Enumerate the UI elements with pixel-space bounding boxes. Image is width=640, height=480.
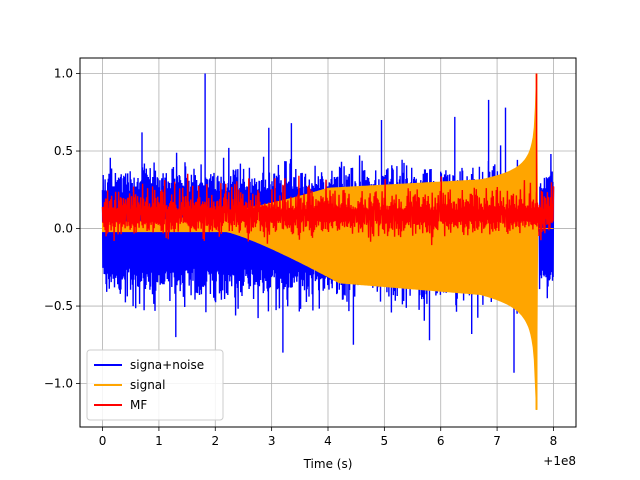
x-tick-label: 4 (324, 434, 332, 448)
x-axis-label: Time (s) (303, 457, 353, 471)
y-tick-label: 0.0 (54, 222, 73, 236)
x-tick-label: 6 (437, 434, 445, 448)
x-tick-label: 8 (550, 434, 558, 448)
x-tick-label: 7 (493, 434, 501, 448)
x-tick-label: 2 (211, 434, 219, 448)
y-tick-label: 1.0 (54, 67, 73, 81)
y-axis: −1.0 −0.5 0.0 0.5 1.0 (44, 67, 80, 391)
series-layer (101, 73, 555, 410)
y-tick-label: 0.5 (54, 144, 73, 158)
y-tick-label: −1.0 (44, 377, 73, 391)
y-tick-label: −0.5 (44, 299, 73, 313)
legend: signa+noise signal MF (86, 349, 224, 421)
x-tick-label: 3 (268, 434, 276, 448)
legend-label: signal (130, 378, 166, 392)
x-tick-label: 1 (155, 434, 163, 448)
x-tick-label: 5 (381, 434, 389, 448)
x-axis: 0 1 2 3 4 5 6 7 8 (99, 427, 558, 448)
legend-label: signa+noise (130, 358, 204, 372)
legend-label: MF (130, 398, 147, 412)
legend-box (86, 349, 224, 421)
series-line-mf (101, 73, 555, 246)
x-tick-label: 0 (99, 434, 107, 448)
x-axis-offset-label: +1e8 (543, 454, 576, 468)
